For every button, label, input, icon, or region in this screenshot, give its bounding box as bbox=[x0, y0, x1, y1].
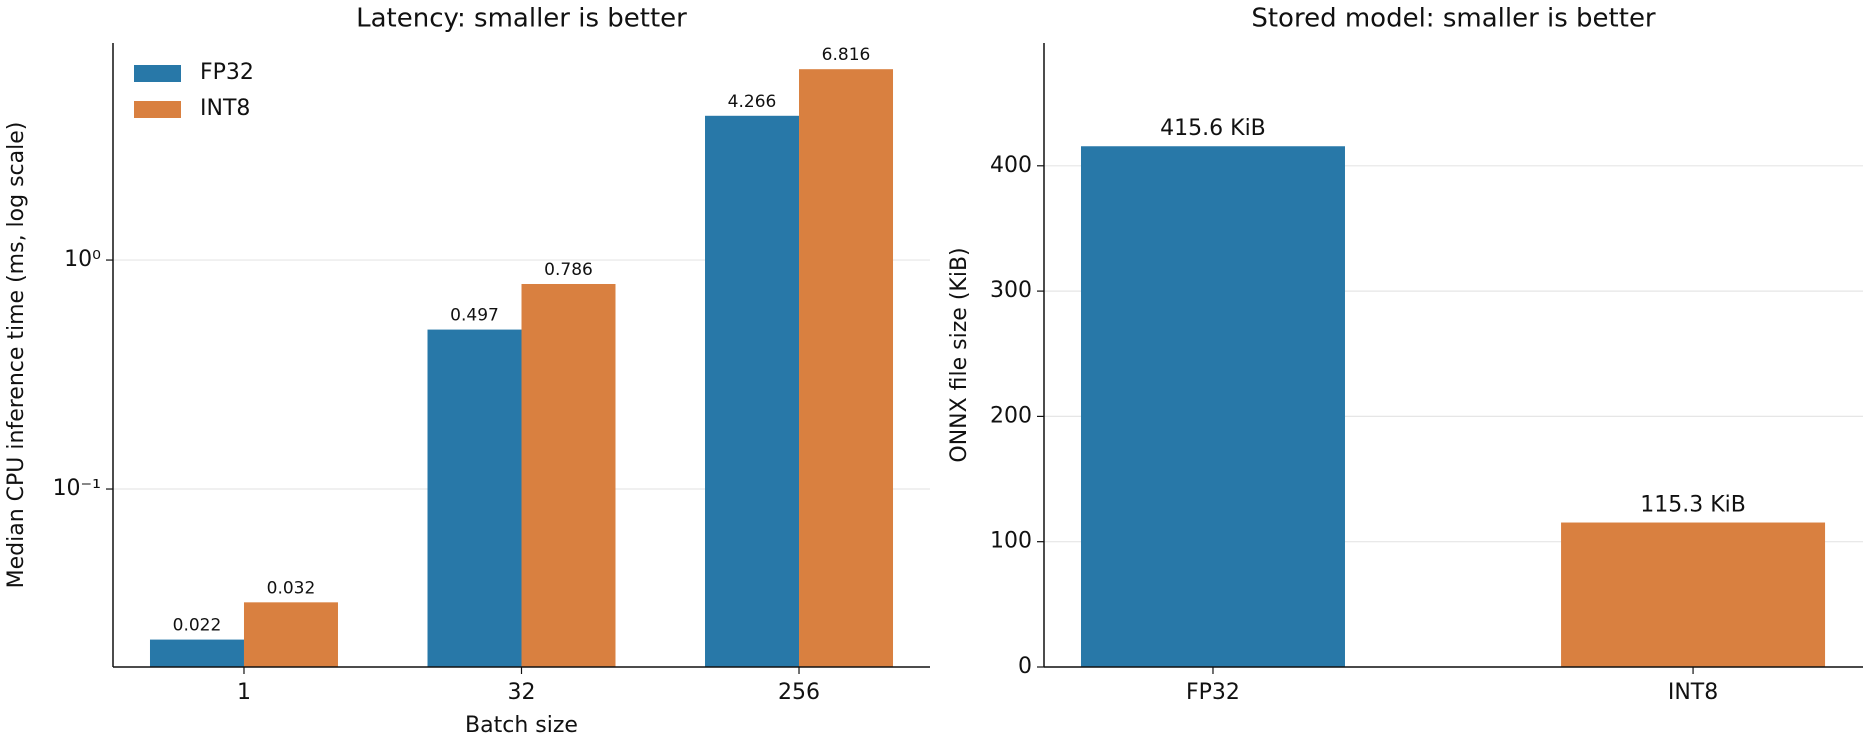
bar bbox=[799, 69, 894, 668]
x-tick-label: 32 bbox=[508, 680, 536, 705]
y-tick-label: 100 bbox=[990, 529, 1032, 554]
value-label: 0.022 bbox=[173, 616, 222, 636]
legend-label: INT8 bbox=[200, 96, 250, 121]
y-tick-label: 10⁻¹ bbox=[53, 476, 101, 501]
bar bbox=[1080, 146, 1345, 668]
y-tick-label: 300 bbox=[990, 278, 1032, 303]
value-label: 0.497 bbox=[450, 306, 499, 326]
y-tick-label: 200 bbox=[990, 403, 1032, 428]
x-tick-label: INT8 bbox=[1668, 680, 1718, 705]
bar bbox=[705, 115, 800, 668]
legend-swatch bbox=[134, 101, 181, 118]
value-label: 415.6 KiB bbox=[1160, 116, 1266, 141]
bar bbox=[243, 602, 338, 667]
y-tick-label: 10⁰ bbox=[64, 247, 101, 272]
bar bbox=[521, 283, 616, 667]
x-tick-label: 256 bbox=[778, 680, 820, 705]
value-label: 4.266 bbox=[728, 92, 777, 112]
bar bbox=[427, 329, 522, 667]
legend-swatch bbox=[134, 65, 181, 82]
x-axis-label: Batch size bbox=[465, 713, 578, 738]
value-label: 115.3 KiB bbox=[1640, 493, 1746, 518]
y-axis-label: ONNX file size (KiB) bbox=[947, 247, 972, 462]
value-label: 0.786 bbox=[544, 260, 593, 280]
value-label: 0.032 bbox=[267, 578, 316, 598]
chart-title: Latency: smaller is better bbox=[356, 4, 687, 34]
value-label: 6.816 bbox=[822, 45, 871, 65]
y-tick-label: 0 bbox=[1018, 654, 1032, 679]
bar bbox=[1561, 522, 1826, 667]
y-axis-label: Median CPU inference time (ms, log scale… bbox=[4, 122, 29, 589]
x-tick-label: 1 bbox=[237, 680, 251, 705]
bar bbox=[149, 639, 244, 667]
legend-label: FP32 bbox=[200, 60, 254, 85]
y-tick-label: 400 bbox=[990, 153, 1032, 178]
chart-title: Stored model: smaller is better bbox=[1251, 4, 1656, 34]
x-tick-label: FP32 bbox=[1186, 680, 1240, 705]
